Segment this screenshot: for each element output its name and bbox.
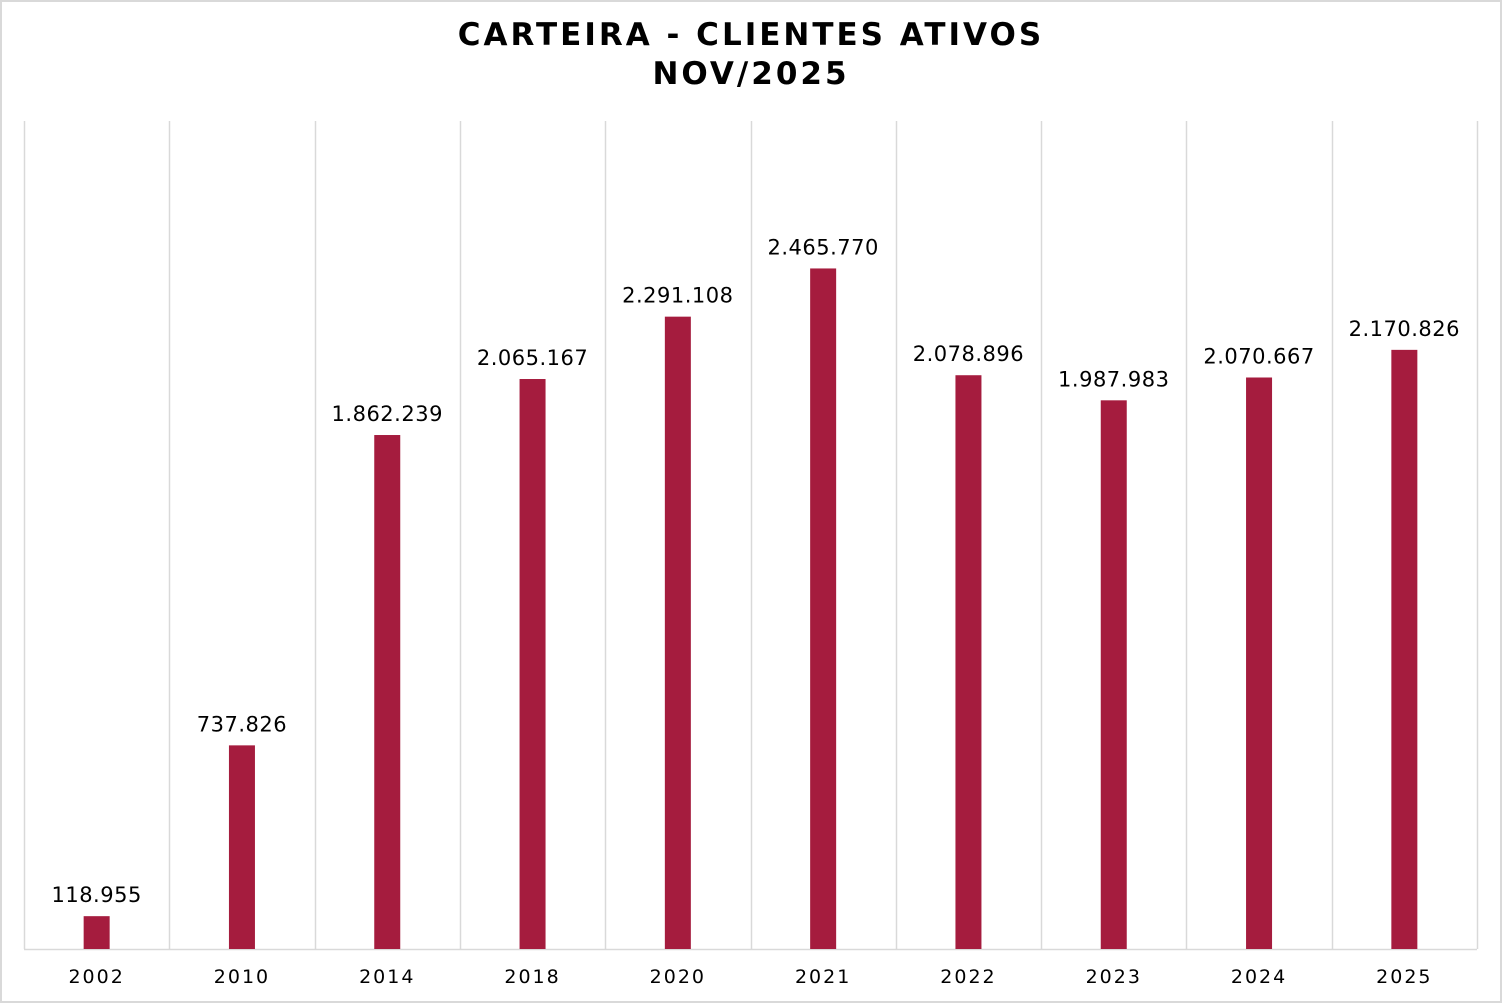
x-tick-label-2024: 2024 — [1231, 966, 1287, 988]
data-label-2020: 2.291.108 — [622, 284, 733, 308]
bar-2025 — [1391, 349, 1418, 949]
data-label-2010: 737.826 — [197, 712, 287, 736]
bar-2010 — [228, 745, 255, 949]
data-label-2018: 2.065.167 — [477, 346, 588, 370]
data-label-2002: 118.955 — [51, 883, 141, 907]
x-tick-label-2010: 2010 — [214, 966, 270, 988]
bar-2022 — [955, 375, 982, 949]
x-tick-label-2022: 2022 — [940, 966, 996, 988]
x-tick-label-2021: 2021 — [795, 966, 851, 988]
data-label-2014: 1.862.239 — [332, 402, 443, 426]
bar-2002 — [83, 916, 110, 949]
bar-2023 — [1100, 400, 1127, 950]
bar-2021 — [810, 268, 837, 949]
x-tick-label-2018: 2018 — [504, 966, 560, 988]
x-tick-label-2002: 2002 — [68, 966, 124, 988]
data-label-2025: 2.170.826 — [1349, 317, 1460, 341]
x-tick-label-2023: 2023 — [1086, 966, 1142, 988]
bar-2014 — [374, 435, 401, 949]
bar-2018 — [519, 379, 546, 949]
x-tick-label-2020: 2020 — [650, 966, 706, 988]
data-label-2023: 1.987.983 — [1058, 367, 1169, 391]
chart-title: CARTEIRA - CLIENTES ATIVOS — [457, 17, 1045, 53]
bar-2024 — [1246, 377, 1273, 949]
data-label-2022: 2.078.896 — [913, 342, 1024, 366]
x-tick-label-2025: 2025 — [1376, 966, 1432, 988]
x-tick-label-2014: 2014 — [359, 966, 415, 988]
data-label-2024: 2.070.667 — [1203, 344, 1314, 368]
bar-2020 — [664, 316, 691, 950]
chart-subtitle: NOV/2025 — [652, 56, 850, 92]
data-label-2021: 2.465.770 — [767, 235, 878, 259]
